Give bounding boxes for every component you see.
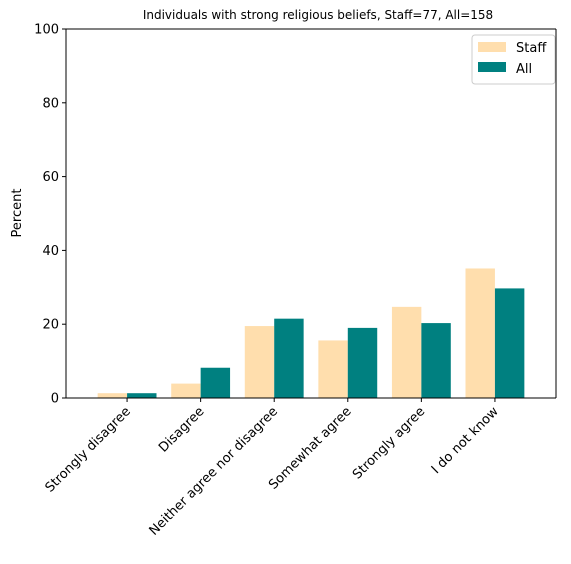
y-tick-label: 80 — [42, 96, 59, 111]
bar-staff-2 — [171, 383, 201, 398]
bar-staff-1 — [97, 393, 128, 398]
legend-swatch-all — [478, 62, 506, 72]
legend-label-staff: Staff — [516, 41, 547, 56]
bar-all-1 — [127, 393, 157, 398]
legend-label-all: All — [516, 62, 532, 77]
legend: Staff All — [471, 34, 556, 85]
bar-staff-6 — [465, 268, 495, 398]
legend-swatch-staff — [478, 42, 506, 52]
chart-title: Individuals with strong religious belief… — [143, 8, 493, 22]
y-tick-label: 0 — [51, 392, 59, 407]
y-tick-label: 100 — [34, 23, 59, 38]
bar-all-6 — [494, 288, 525, 398]
x-tick-label: Somewhat agree — [266, 404, 355, 493]
x-tick-label: I do not know — [429, 404, 502, 477]
y-tick-label: 40 — [42, 244, 59, 259]
y-axis-label: Percent — [10, 189, 25, 238]
bar-staff-4 — [318, 340, 348, 398]
y-tick-label: 60 — [42, 170, 59, 185]
bar-staff-3 — [244, 326, 275, 398]
bar-all-3 — [274, 318, 304, 398]
bar-all-2 — [200, 367, 231, 398]
x-tick-label: Neither agree nor disagree — [147, 404, 281, 538]
plot-area: 0 20 40 60 80 100 Strongly disagree DisagreeNei… — [34, 23, 557, 539]
x-tick-label: Strongly disagree — [43, 404, 134, 495]
bar-all-4 — [347, 327, 378, 398]
bar-staff-5 — [391, 306, 422, 398]
x-tick-label: Disagree — [156, 404, 207, 455]
bar-all-5 — [421, 323, 451, 398]
y-tick-label: 20 — [42, 318, 59, 333]
x-tick-label: Strongly agree — [350, 404, 428, 482]
